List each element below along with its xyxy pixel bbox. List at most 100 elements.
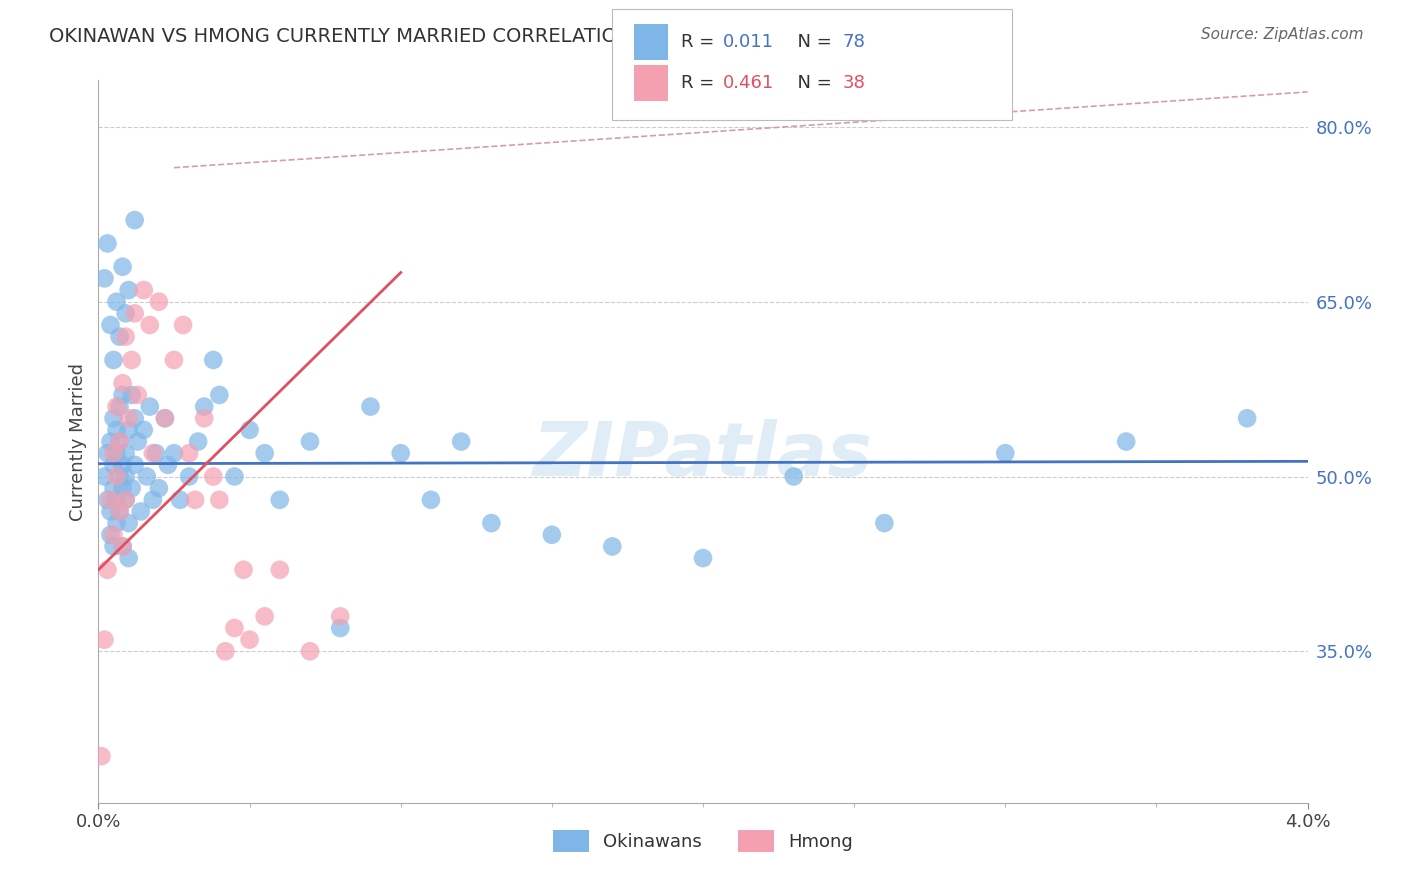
Point: [118, 283, 141, 297]
Point: [142, 492, 165, 507]
Point: [103, 481, 125, 495]
Point: [100, 504, 122, 518]
Point: [118, 516, 141, 530]
Point: [145, 446, 167, 460]
Point: [118, 551, 141, 566]
Text: R =: R =: [681, 33, 720, 51]
Point: [481, 516, 503, 530]
Point: [93, 469, 115, 483]
Point: [96, 446, 118, 460]
Point: [299, 644, 322, 658]
Point: [108, 469, 131, 483]
Point: [124, 213, 146, 227]
Point: [224, 621, 246, 635]
Text: ZIPatlas: ZIPatlas: [533, 419, 873, 492]
Point: [121, 481, 143, 495]
Point: [103, 528, 125, 542]
Point: [142, 446, 165, 460]
Point: [179, 446, 201, 460]
Point: [253, 446, 276, 460]
Point: [139, 400, 162, 414]
Point: [114, 306, 136, 320]
Point: [783, 469, 806, 483]
Text: 0.461: 0.461: [723, 74, 773, 92]
Point: [179, 469, 201, 483]
Point: [208, 492, 231, 507]
Point: [202, 469, 225, 483]
Point: [114, 492, 136, 507]
Point: [114, 329, 136, 343]
Point: [90, 749, 112, 764]
Point: [208, 388, 231, 402]
Point: [1236, 411, 1258, 425]
Point: [420, 492, 443, 507]
Point: [96, 563, 118, 577]
Point: [184, 492, 207, 507]
Point: [202, 353, 225, 368]
Legend: Okinawans, Hmong: Okinawans, Hmong: [546, 822, 860, 859]
Point: [132, 283, 155, 297]
Text: N =: N =: [786, 33, 838, 51]
Point: [114, 446, 136, 460]
Point: [111, 388, 134, 402]
Point: [172, 318, 194, 332]
Text: Source: ZipAtlas.com: Source: ZipAtlas.com: [1201, 27, 1364, 42]
Text: OKINAWAN VS HMONG CURRENTLY MARRIED CORRELATION CHART: OKINAWAN VS HMONG CURRENTLY MARRIED CORR…: [49, 27, 703, 45]
Point: [105, 446, 128, 460]
Text: N =: N =: [786, 74, 838, 92]
Point: [1115, 434, 1137, 449]
Point: [111, 540, 134, 554]
Point: [124, 458, 146, 472]
Point: [389, 446, 412, 460]
Point: [214, 644, 236, 658]
Point: [193, 400, 215, 414]
Point: [111, 458, 134, 472]
Point: [108, 504, 131, 518]
Point: [692, 551, 714, 566]
Point: [360, 400, 382, 414]
Point: [100, 434, 122, 449]
Point: [193, 411, 215, 425]
Point: [299, 434, 322, 449]
Point: [103, 540, 125, 554]
Point: [153, 411, 176, 425]
Point: [253, 609, 276, 624]
Point: [100, 492, 122, 507]
Text: 0.011: 0.011: [723, 33, 773, 51]
Point: [329, 621, 352, 635]
Point: [148, 481, 170, 495]
Point: [93, 271, 115, 285]
Point: [239, 632, 262, 647]
Point: [127, 388, 149, 402]
Point: [135, 469, 157, 483]
Point: [124, 306, 146, 320]
Point: [105, 469, 128, 483]
Point: [329, 609, 352, 624]
Point: [156, 458, 179, 472]
Point: [105, 294, 128, 309]
Point: [111, 540, 134, 554]
Point: [103, 446, 125, 460]
Point: [163, 353, 186, 368]
Point: [269, 563, 291, 577]
Point: [96, 236, 118, 251]
Point: [111, 260, 134, 274]
Text: 78: 78: [842, 33, 865, 51]
Point: [103, 411, 125, 425]
Point: [129, 504, 152, 518]
Point: [105, 492, 128, 507]
Point: [108, 434, 131, 449]
Point: [111, 481, 134, 495]
Text: 38: 38: [842, 74, 865, 92]
Text: R =: R =: [681, 74, 720, 92]
Point: [93, 632, 115, 647]
Point: [118, 423, 141, 437]
Point: [232, 563, 254, 577]
Point: [127, 434, 149, 449]
Point: [450, 434, 472, 449]
Point: [121, 388, 143, 402]
Point: [105, 400, 128, 414]
Point: [105, 516, 128, 530]
Point: [111, 376, 134, 391]
Point: [187, 434, 209, 449]
